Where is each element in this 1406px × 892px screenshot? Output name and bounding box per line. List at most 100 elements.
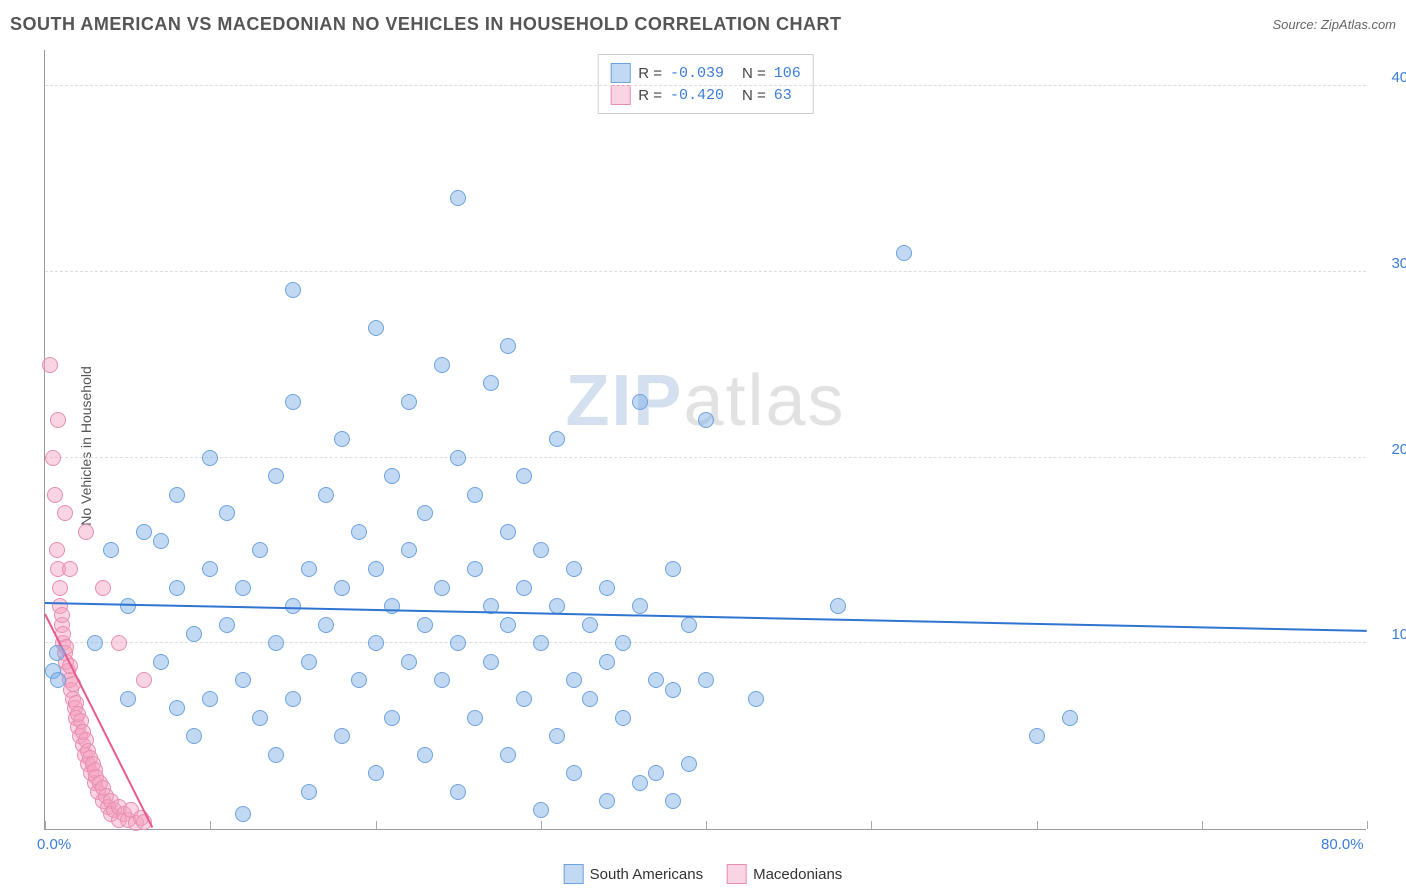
gridline-h bbox=[45, 642, 1366, 643]
watermark: ZIPatlas bbox=[565, 360, 845, 442]
data-point bbox=[896, 245, 912, 261]
data-point bbox=[169, 487, 185, 503]
data-point bbox=[516, 468, 532, 484]
data-point bbox=[830, 598, 846, 614]
data-point bbox=[401, 394, 417, 410]
data-point bbox=[368, 635, 384, 651]
data-point bbox=[219, 505, 235, 521]
data-point bbox=[318, 487, 334, 503]
scatter-plot-area: ZIPatlas R = -0.039 N = 106 R = -0.420 N… bbox=[44, 50, 1366, 830]
data-point bbox=[351, 524, 367, 540]
data-point bbox=[169, 700, 185, 716]
data-point bbox=[136, 672, 152, 688]
data-point bbox=[120, 691, 136, 707]
data-point bbox=[57, 505, 73, 521]
data-point bbox=[301, 784, 317, 800]
data-point bbox=[615, 710, 631, 726]
x-tick-mark bbox=[210, 821, 211, 829]
data-point bbox=[368, 765, 384, 781]
data-point bbox=[533, 542, 549, 558]
data-point bbox=[186, 728, 202, 744]
data-point bbox=[665, 682, 681, 698]
n-value-south-americans: 106 bbox=[774, 65, 801, 82]
data-point bbox=[582, 617, 598, 633]
data-point bbox=[186, 626, 202, 642]
x-tick-mark bbox=[1037, 821, 1038, 829]
data-point bbox=[681, 756, 697, 772]
data-point bbox=[549, 431, 565, 447]
data-point bbox=[450, 784, 466, 800]
series-legend: South Americans Macedonians bbox=[564, 864, 843, 884]
data-point bbox=[698, 412, 714, 428]
data-point bbox=[500, 524, 516, 540]
data-point bbox=[285, 394, 301, 410]
data-point bbox=[334, 431, 350, 447]
data-point bbox=[681, 617, 697, 633]
data-point bbox=[549, 728, 565, 744]
data-point bbox=[49, 542, 65, 558]
x-tick-label: 0.0% bbox=[37, 836, 71, 853]
data-point bbox=[401, 542, 417, 558]
stats-row-south-americans: R = -0.039 N = 106 bbox=[610, 63, 801, 83]
x-tick-mark bbox=[376, 821, 377, 829]
legend-item-macedonians: Macedonians bbox=[727, 864, 842, 884]
data-point bbox=[417, 617, 433, 633]
data-point bbox=[252, 542, 268, 558]
data-point bbox=[318, 617, 334, 633]
data-point bbox=[120, 598, 136, 614]
data-point bbox=[202, 561, 218, 577]
y-tick-label: 30.0% bbox=[1374, 255, 1406, 272]
data-point bbox=[665, 793, 681, 809]
data-point bbox=[235, 806, 251, 822]
data-point bbox=[45, 450, 61, 466]
data-point bbox=[450, 635, 466, 651]
data-point bbox=[285, 691, 301, 707]
data-point bbox=[632, 394, 648, 410]
data-point bbox=[268, 747, 284, 763]
data-point bbox=[54, 607, 70, 623]
data-point bbox=[301, 654, 317, 670]
data-point bbox=[500, 747, 516, 763]
data-point bbox=[301, 561, 317, 577]
gridline-h bbox=[45, 85, 1366, 86]
data-point bbox=[599, 793, 615, 809]
data-point bbox=[516, 580, 532, 596]
y-tick-label: 20.0% bbox=[1374, 441, 1406, 458]
data-point bbox=[566, 765, 582, 781]
r-value-macedonians: -0.420 bbox=[670, 87, 724, 104]
data-point bbox=[533, 802, 549, 818]
data-point bbox=[1029, 728, 1045, 744]
data-point bbox=[285, 282, 301, 298]
x-tick-label: 80.0% bbox=[1321, 836, 1364, 853]
data-point bbox=[384, 598, 400, 614]
data-point bbox=[434, 580, 450, 596]
x-tick-mark bbox=[1367, 821, 1368, 829]
data-point bbox=[467, 710, 483, 726]
data-point bbox=[384, 710, 400, 726]
data-point bbox=[483, 654, 499, 670]
data-point bbox=[467, 487, 483, 503]
data-point bbox=[202, 691, 218, 707]
legend-item-south-americans: South Americans bbox=[564, 864, 703, 884]
data-point bbox=[632, 775, 648, 791]
data-point bbox=[47, 487, 63, 503]
source-attribution: Source: ZipAtlas.com bbox=[1272, 17, 1396, 32]
data-point bbox=[42, 357, 58, 373]
data-point bbox=[566, 672, 582, 688]
data-point bbox=[599, 654, 615, 670]
data-point bbox=[698, 672, 714, 688]
x-tick-mark bbox=[541, 821, 542, 829]
data-point bbox=[434, 357, 450, 373]
data-point bbox=[95, 580, 111, 596]
data-point bbox=[417, 505, 433, 521]
data-point bbox=[582, 691, 598, 707]
data-point bbox=[384, 468, 400, 484]
data-point bbox=[500, 338, 516, 354]
x-tick-mark bbox=[1202, 821, 1203, 829]
data-point bbox=[50, 412, 66, 428]
data-point bbox=[334, 580, 350, 596]
data-point bbox=[1062, 710, 1078, 726]
data-point bbox=[500, 617, 516, 633]
data-point bbox=[516, 691, 532, 707]
stats-row-macedonians: R = -0.420 N = 63 bbox=[610, 85, 801, 105]
